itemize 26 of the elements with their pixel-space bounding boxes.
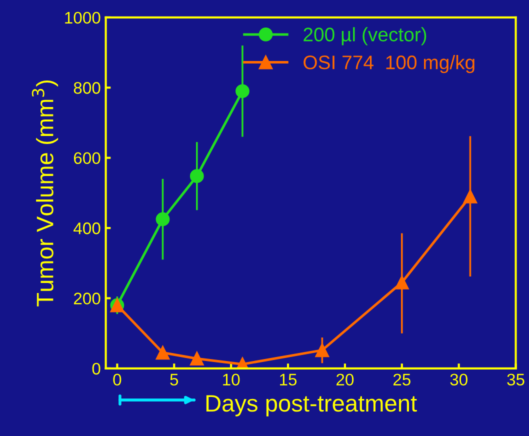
point	[463, 189, 478, 204]
point	[190, 169, 204, 184]
y-tick-label: 800	[74, 82, 100, 94]
y-tick-label: 1000	[65, 12, 100, 24]
x-tick-label: 10	[223, 374, 240, 386]
legend-label: OSI 774 100 mg/kg	[304, 55, 474, 74]
legend-label: 200 µl (vector)	[304, 27, 426, 46]
x-tick-label: 15	[280, 374, 297, 386]
y-tick-label: 0	[92, 362, 100, 375]
x-tick-label: 5	[170, 374, 178, 386]
x-tick-label: 35	[507, 374, 524, 386]
x-tick-label: 30	[450, 374, 468, 386]
y-tick-label: 200	[74, 292, 100, 304]
x-tick-label: 20	[336, 374, 354, 386]
x-tick-label: 0	[113, 374, 122, 386]
y-tick-label: 400	[74, 222, 100, 234]
point	[394, 275, 409, 290]
y-tick-label: 600	[74, 152, 100, 164]
point	[156, 346, 170, 360]
x-axis-title: Days post-treatment	[206, 395, 417, 416]
point	[190, 352, 204, 366]
point	[156, 212, 170, 226]
y-axis-title: Tumor Volume (mm$^{3}$)	[32, 80, 58, 306]
point	[315, 343, 330, 358]
point	[236, 84, 250, 98]
x-tick-label: 25	[393, 374, 410, 386]
